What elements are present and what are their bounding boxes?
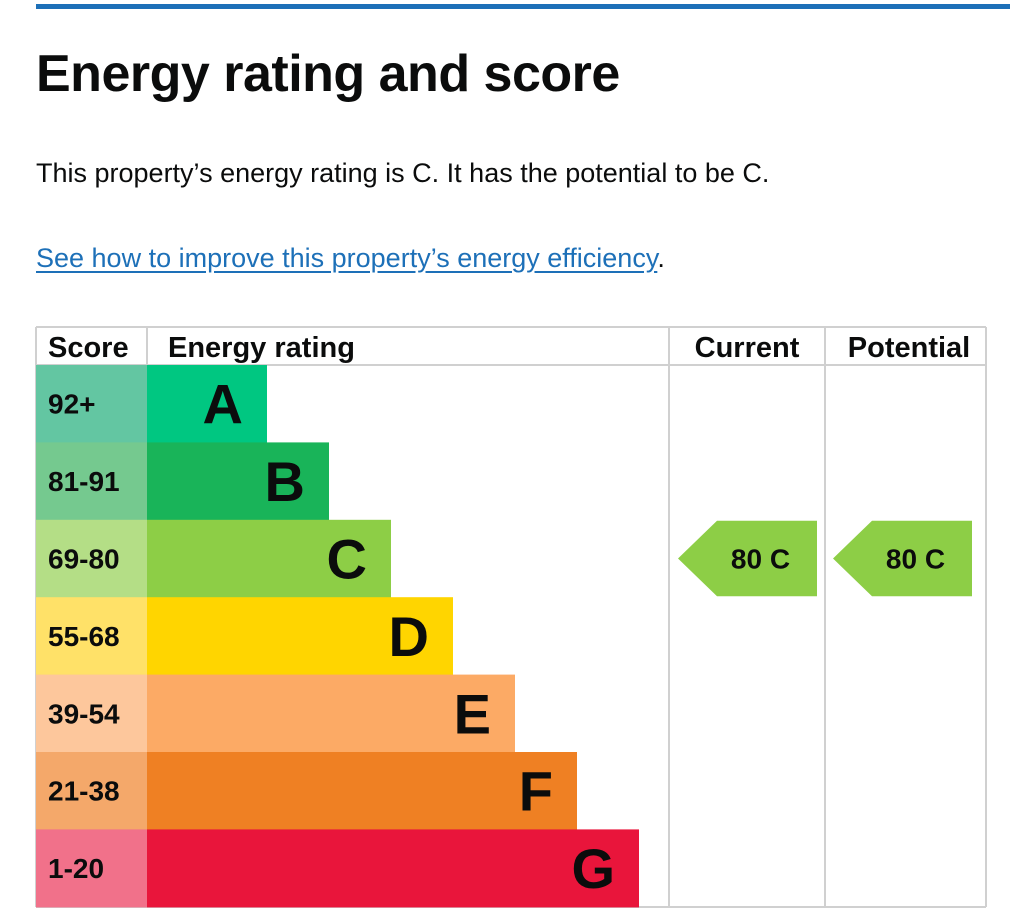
band-bar-f [147,752,577,830]
band-score-cell-f [36,752,147,830]
potential-rating-pointer [833,520,972,597]
band-letter-b: B [265,450,305,513]
band-score-cell-d [36,597,147,676]
header-energy-rating: Energy rating [168,332,355,364]
band-letter-g: G [571,837,615,900]
header-score: Score [48,332,129,364]
band-letter-c: C [327,528,367,591]
header-current: Current [695,332,800,364]
current-rating-pointer [678,520,817,597]
header-potential: Potential [848,332,970,364]
rating-bands: 92+ A 81-91 B 69-80 C 55-68 D 39-54 E 21-38 F 1-20 G [36,365,639,908]
improve-link-suffix: . [657,243,665,273]
rating-summary: This property’s energy rating is C. It h… [36,158,770,188]
band-score-cell-b [36,442,147,521]
current-rating-pointer-label: 80 C [731,544,790,575]
band-score-label-f: 21-38 [48,776,120,807]
band-score-cell-g [36,829,147,908]
band-bar-e [147,674,515,753]
page-title: Energy rating and score [36,45,620,103]
rating-pointers: 80 C 80 C [678,520,972,597]
band-bar-d [147,597,453,676]
band-score-label-b: 81-91 [48,466,120,497]
band-letter-e: E [454,682,491,745]
band-score-cell-e [36,674,147,753]
band-bar-g [147,829,639,908]
band-letter-f: F [519,760,553,823]
improve-paragraph: See how to improve this property’s energ… [36,243,665,274]
band-score-cell-a [36,365,147,443]
band-letter-d: D [389,605,429,668]
band-score-label-d: 55-68 [48,621,120,652]
potential-rating-pointer-label: 80 C [886,544,945,575]
band-score-label-c: 69-80 [48,544,120,575]
band-score-label-a: 92+ [48,389,96,420]
band-letter-a: A [203,373,243,436]
band-score-cell-c [36,519,147,598]
band-score-label-e: 39-54 [48,698,120,729]
top-accent-rule [36,4,1010,9]
improve-efficiency-link[interactable]: See how to improve this property’s energ… [36,243,658,273]
band-bar-c [147,519,391,598]
band-score-label-g: 1-20 [48,853,104,884]
band-bar-b [147,442,329,521]
band-bar-a [147,365,267,443]
